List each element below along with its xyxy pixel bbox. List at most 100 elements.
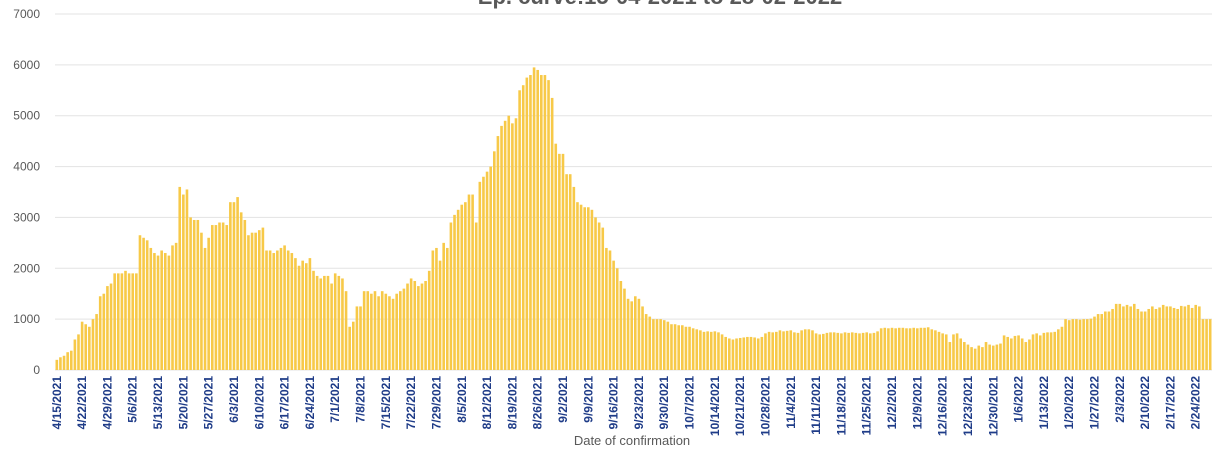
x-tick-label: 1/27/2022 [1087, 376, 1101, 430]
bar [684, 326, 688, 370]
bar [80, 321, 84, 370]
bar [644, 314, 648, 370]
bar [73, 339, 77, 370]
bar [1049, 332, 1053, 370]
bar [1010, 338, 1013, 370]
bar [637, 298, 641, 370]
bar [818, 334, 822, 370]
bar [243, 219, 247, 370]
bar [380, 291, 384, 370]
bar [836, 332, 840, 370]
bar [659, 319, 662, 370]
bar [225, 225, 229, 370]
y-tick-label: 7000 [13, 7, 40, 21]
bar [825, 332, 829, 370]
bar [539, 75, 543, 371]
bar [1158, 307, 1161, 370]
bar [503, 120, 507, 370]
x-tick-label: 9/23/2021 [632, 376, 646, 430]
x-tick-label: 8/12/2021 [480, 376, 494, 430]
bar [981, 347, 984, 370]
bar [427, 270, 431, 370]
x-tick-label: 9/2/2021 [556, 376, 570, 423]
bar [876, 331, 879, 370]
bar [605, 247, 608, 370]
x-tick-label: 9/9/2021 [581, 376, 595, 423]
bar [1132, 303, 1136, 370]
bar [847, 332, 850, 370]
bar [619, 281, 623, 370]
y-tick-label: 4000 [13, 160, 40, 174]
bar [952, 334, 955, 370]
x-tick-label: 11/4/2021 [784, 376, 798, 429]
bar [341, 278, 344, 370]
x-tick-label: 8/26/2021 [531, 376, 545, 430]
bar [413, 281, 417, 370]
bar [409, 278, 413, 370]
bar [1201, 319, 1205, 370]
bar [308, 258, 312, 370]
bar [1129, 306, 1132, 370]
bar [59, 357, 62, 370]
bar [113, 273, 116, 370]
x-tick-label: 2/3/2022 [1113, 376, 1127, 423]
bar [138, 235, 142, 370]
x-tick-label: 12/16/2021 [936, 376, 950, 436]
bar [55, 359, 59, 370]
bar [1024, 342, 1028, 370]
bar [728, 338, 731, 370]
y-tick-label: 6000 [13, 58, 40, 72]
bar [435, 247, 438, 370]
bar [261, 227, 265, 370]
bar [511, 123, 514, 370]
bar [829, 332, 832, 370]
bar [1046, 332, 1049, 370]
bar [200, 232, 203, 370]
bar [1161, 304, 1165, 370]
bar [554, 143, 558, 370]
bar [1198, 306, 1201, 370]
bar [746, 336, 749, 370]
bar [1104, 311, 1107, 370]
x-tick-label: 8/5/2021 [455, 376, 469, 423]
bar [489, 166, 492, 370]
bar [507, 115, 511, 370]
bar [594, 217, 597, 370]
bar [102, 293, 106, 370]
bar [988, 344, 991, 370]
x-tick-label: 11/25/2021 [860, 376, 874, 436]
bar [623, 288, 626, 370]
x-tick-label: 6/10/2021 [252, 376, 266, 430]
bar [691, 328, 695, 370]
bar [1190, 307, 1194, 370]
bar [254, 232, 257, 370]
bar [485, 171, 489, 370]
bar [445, 247, 449, 370]
bar [771, 332, 775, 370]
x-tick-label: 4/22/2021 [75, 376, 89, 430]
bar [789, 330, 793, 370]
bar [948, 342, 952, 370]
bar [662, 320, 666, 370]
bar [229, 202, 232, 370]
bar [91, 319, 95, 370]
bar [832, 332, 836, 370]
bar [279, 247, 283, 370]
x-tick-label: 10/7/2021 [683, 376, 697, 430]
bar [883, 327, 887, 370]
y-tick-label: 5000 [13, 109, 40, 123]
bar [1082, 319, 1085, 370]
bar [984, 342, 988, 370]
bar [442, 242, 445, 370]
y-tick-label: 2000 [13, 261, 40, 275]
x-tick-label: 9/30/2021 [657, 376, 671, 430]
bar [977, 345, 981, 370]
bar [163, 253, 167, 370]
bar [398, 291, 402, 370]
bar [1006, 336, 1010, 370]
bar [738, 337, 742, 370]
bar [149, 247, 153, 370]
bar [142, 237, 145, 370]
x-tick-label: 10/14/2021 [708, 376, 722, 436]
